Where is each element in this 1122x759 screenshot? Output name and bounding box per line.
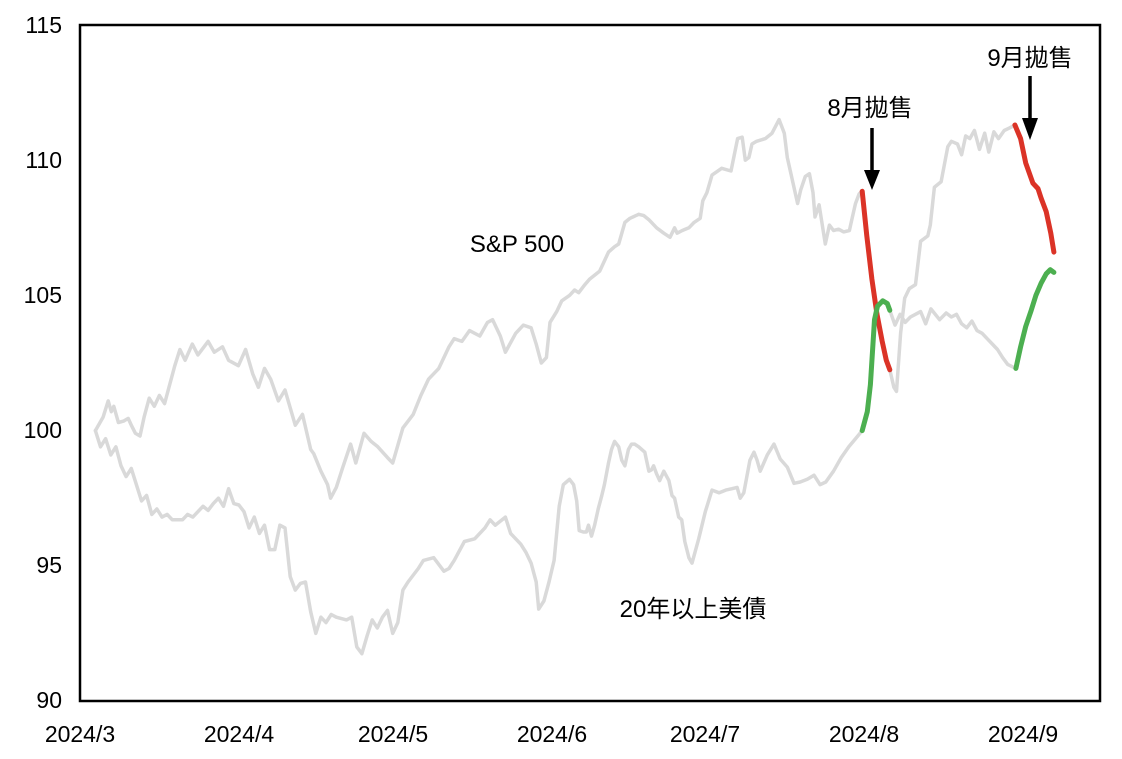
- series-lines: [93, 117, 1057, 656]
- S&P 500-base-line: [93, 117, 864, 500]
- y-tick-115: 115: [25, 12, 62, 38]
- 20年以上美債-base-line: [888, 307, 1018, 371]
- x-tick-2024-5: 2024/5: [358, 721, 428, 747]
- S&P 500-selloff-line: [859, 188, 893, 373]
- sp500-series-label: S&P 500: [470, 231, 564, 258]
- y-axis-tick-labels: 115 110 105 100 95 90: [24, 12, 62, 713]
- y-tick-90: 90: [36, 687, 62, 713]
- august-selloff-label: 8月拋售: [827, 95, 912, 122]
- treasury-series-label: 20年以上美債: [620, 596, 767, 623]
- september-selloff-annotation: 9月拋售: [987, 45, 1073, 140]
- y-tick-105: 105: [24, 282, 62, 308]
- y-tick-95: 95: [36, 552, 62, 578]
- x-tick-2024-6: 2024/6: [517, 721, 587, 747]
- september-selloff-label: 9月拋售: [987, 45, 1072, 72]
- x-axis-tick-labels: 2024/3 2024/4 2024/5 2024/6 2024/7 2024/…: [45, 721, 1058, 747]
- 20年以上美債-base-line: [93, 428, 864, 656]
- x-tick-2024-3: 2024/3: [45, 721, 115, 747]
- 20年以上美債-rally-line: [1013, 267, 1057, 371]
- x-tick-2024-7: 2024/7: [670, 721, 740, 747]
- y-tick-110: 110: [25, 147, 62, 173]
- y-tick-100: 100: [24, 417, 62, 443]
- x-tick-2024-9: 2024/9: [988, 721, 1058, 747]
- plot-frame: [78, 23, 1102, 703]
- S&P 500-base-line: [888, 123, 1017, 394]
- S&P 500-selloff-line: [1012, 122, 1057, 255]
- arrow-down-icon: [864, 128, 880, 190]
- august-selloff-annotation: 8月拋售: [827, 95, 913, 190]
- x-tick-2024-8: 2024/8: [829, 721, 899, 747]
- 20年以上美債-rally-line: [859, 298, 893, 434]
- arrow-down-icon: [1022, 76, 1038, 140]
- x-tick-2024-4: 2024/4: [204, 721, 275, 747]
